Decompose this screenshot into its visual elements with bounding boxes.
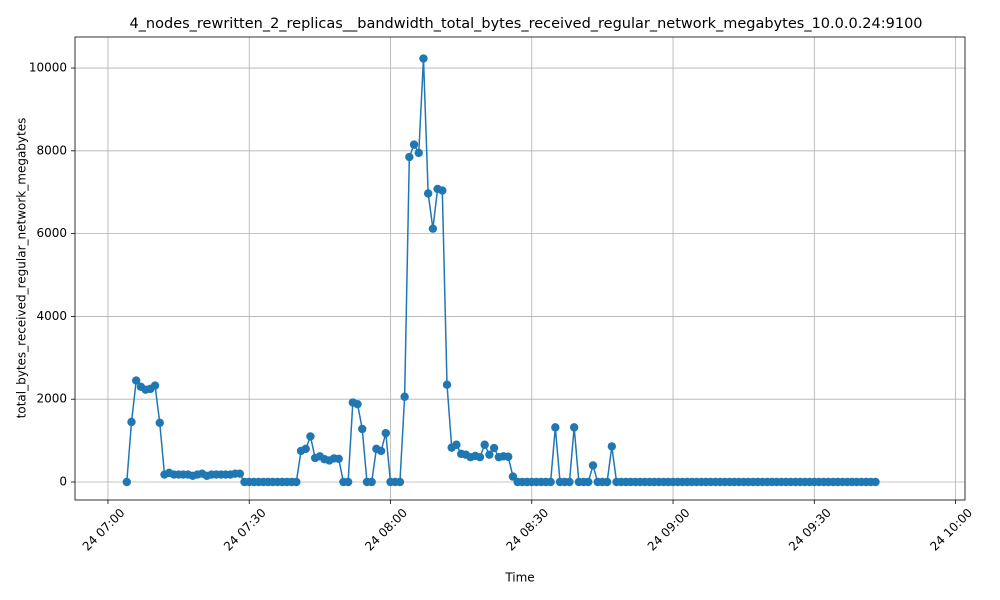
data-point [367,477,376,487]
y-tick-label: 10000 [29,61,67,75]
data-point [353,399,362,409]
data-point [475,452,485,462]
data-point [504,452,513,461]
data-point [442,380,452,389]
data-point [602,477,612,487]
data-point [334,454,343,464]
y-tick-label: 4000 [36,309,67,323]
data-point [381,428,390,438]
chart-title: 4_nodes_rewritten_2_replicas__bandwidth_… [129,16,922,32]
y-axis-label: total_bytes_received_regular_network_meg… [15,118,29,419]
y-tick-label: 6000 [36,226,67,240]
data-point [358,424,367,434]
data-point [292,477,301,487]
data-point [414,148,423,158]
data-point [419,54,428,63]
data-point [405,152,414,162]
y-tick-label: 0 [59,474,67,488]
data-point [122,477,131,487]
data-point [485,450,494,459]
data-point [588,461,598,470]
y-tick-label: 2000 [36,392,67,406]
data-point [438,186,447,195]
plot-frame [74,36,966,501]
data-point [565,477,574,487]
data-point [155,418,164,427]
data-point [400,392,409,401]
data-point [569,423,579,432]
data-point [235,469,245,478]
data-point [409,140,419,149]
data-point [489,443,499,453]
data-point [546,477,555,487]
data-point [607,442,617,451]
data-point [584,477,593,487]
data-point [452,440,461,449]
data-point [871,477,880,487]
data-point [480,440,489,449]
data-point [306,432,315,441]
data-point [395,477,405,487]
data-point [132,376,141,385]
data-point [301,444,310,454]
data-point [423,189,433,198]
y-tick-label: 8000 [36,143,67,157]
data-point [343,477,353,487]
x-axis-label: Time [504,571,534,585]
data-point [551,423,560,432]
data-point [127,417,136,427]
data-point [428,224,438,233]
data-point [376,446,386,456]
data-point [150,381,160,390]
